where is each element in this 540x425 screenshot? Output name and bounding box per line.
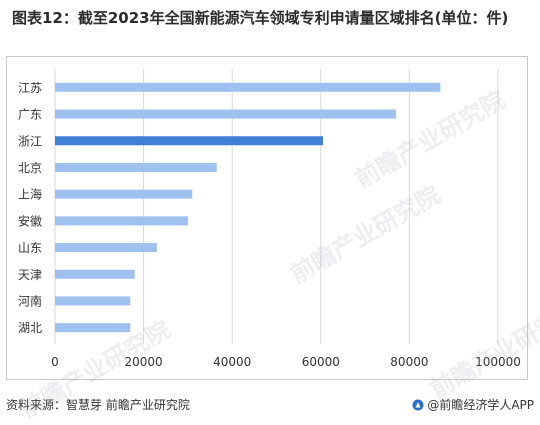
bar [55, 216, 188, 226]
bar [55, 109, 397, 119]
source-note: 资料来源：智慧芽 前瞻产业研究院 [6, 398, 190, 412]
brand-credit: @前瞻经济学人APP [412, 396, 534, 413]
chart-title: 图表12：截至2023年全国新能源汽车领域专利申请量区域排名(单位：件) [12, 9, 509, 27]
bar [55, 296, 131, 306]
bar [55, 189, 193, 199]
category-label: 北京 [18, 161, 42, 175]
x-tick-label: 40000 [213, 355, 251, 369]
category-label: 浙江 [18, 134, 42, 148]
bar [55, 323, 131, 333]
brand-credit-text: @前瞻经济学人APP [427, 398, 534, 412]
category-label: 河南 [18, 293, 42, 308]
x-tick-label: 60000 [302, 355, 340, 369]
x-tick-label: 80000 [390, 355, 428, 369]
category-label: 广东 [18, 108, 42, 122]
bar [55, 269, 135, 279]
category-label: 江苏 [18, 81, 42, 95]
bar [55, 162, 217, 172]
bar [55, 243, 157, 253]
category-label: 山东 [18, 241, 42, 255]
category-label: 天津 [18, 268, 42, 282]
bar [55, 136, 324, 146]
category-label: 安徽 [18, 213, 42, 228]
category-label: 湖北 [18, 320, 42, 335]
brand-logo-icon [412, 399, 424, 410]
x-tick-label: 100000 [475, 355, 521, 369]
x-tick-label: 20000 [125, 355, 163, 369]
footer: 资料来源：智慧芽 前瞻产业研究院 @前瞻经济学人APP [6, 396, 534, 416]
category-label: 上海 [18, 187, 42, 202]
x-tick-label: 0 [51, 355, 59, 369]
bar [55, 82, 441, 92]
